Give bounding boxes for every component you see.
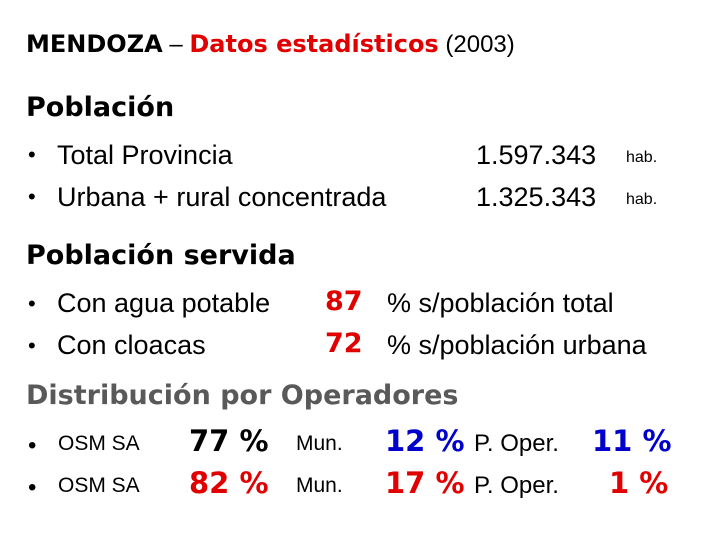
title-subtitle: Datos estadísticos (189, 30, 439, 58)
servida-desc-cloacas: % s/población urbana (387, 330, 647, 360)
poper-percent: 1 % (609, 466, 669, 500)
poblacion-value-total: 1.597.343 (476, 140, 597, 170)
bullet: • (28, 142, 36, 167)
title-dash: – (169, 31, 183, 58)
poper-label: P. Oper. (474, 472, 559, 499)
poper-label: P. Oper. (474, 430, 559, 457)
poper-percent: 11 % (592, 424, 672, 458)
page-title: MENDOZA – Datos estadísticos (2003) (26, 30, 515, 59)
mun-percent: 17 % (385, 466, 465, 500)
osm-percent: 82 % (189, 466, 269, 500)
poblacion-unit-urbana: hab. (626, 191, 658, 208)
servida-desc-agua: % s/población total (387, 288, 614, 318)
mun-label: Mun. (296, 432, 343, 455)
bullet: • (28, 184, 36, 209)
title-year: (2003) (445, 31, 515, 58)
mun-percent: 12 % (385, 424, 465, 458)
distribucion-heading: Distribución por Operadores (26, 380, 459, 411)
poblacion-value-urbana: 1.325.343 (476, 182, 597, 212)
servida-value-agua: 87 (325, 286, 363, 317)
bullet: • (28, 291, 36, 316)
servida-label-cloacas: Con cloacas (57, 330, 206, 360)
poblacion-heading: Población (26, 92, 175, 123)
poblacion-label-total: Total Provincia (57, 140, 233, 170)
osm-percent: 77 % (189, 424, 269, 458)
servida-value-cloacas: 72 (325, 328, 363, 359)
servida-heading: Población servida (26, 240, 296, 271)
bullet: • (28, 333, 36, 358)
operator-label: OSM SA (58, 474, 140, 497)
bullet: • (28, 474, 37, 501)
servida-label-agua: Con agua potable (57, 288, 271, 318)
title-main: MENDOZA (26, 30, 163, 58)
poblacion-unit-total: hab. (626, 149, 658, 166)
bullet: • (28, 432, 37, 459)
poblacion-label-urbana: Urbana + rural concentrada (57, 182, 387, 212)
operator-label: OSM SA (58, 432, 140, 455)
mun-label: Mun. (296, 474, 343, 497)
